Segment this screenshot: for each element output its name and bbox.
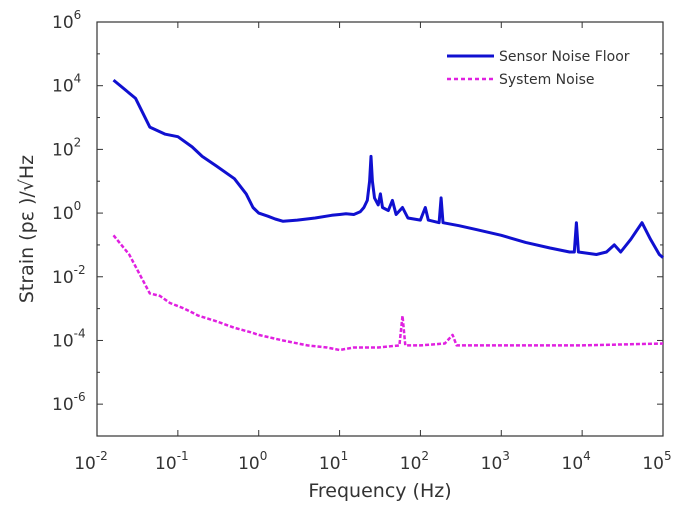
y-tick-label: 106 [52,8,81,33]
x-tick-label: 10-2 [74,449,108,474]
x-tick-label: 100 [238,449,267,474]
legend: Sensor Noise Floor System Noise [447,49,630,88]
y-tick-label: 10-4 [52,326,86,351]
legend-label-sensor-noise-floor: Sensor Noise Floor [499,49,630,65]
x-tick-label: 101 [319,449,348,474]
y-axis-label: Strain (pε )/√Hz [16,155,38,303]
x-tick-label: 105 [642,449,671,474]
series-line-system-noise [112,234,664,352]
y-tick-label: 100 [52,199,81,224]
y-tick-label: 104 [52,72,81,97]
legend-label-system-noise: System Noise [499,72,595,88]
x-axis-label: Frequency (Hz) [308,480,451,502]
y-tick-label: 10-2 [52,263,86,288]
x-tick-label: 103 [481,449,510,474]
x-tick-label: 102 [400,449,429,474]
series-line-sensor-noise-floor [112,78,664,259]
plot-frame [96,21,664,437]
x-tick-label: 10-1 [155,449,189,474]
y-tick-label: 10-6 [52,390,86,415]
y-tick-label: 102 [52,135,81,160]
x-tick-label: 104 [562,449,591,474]
